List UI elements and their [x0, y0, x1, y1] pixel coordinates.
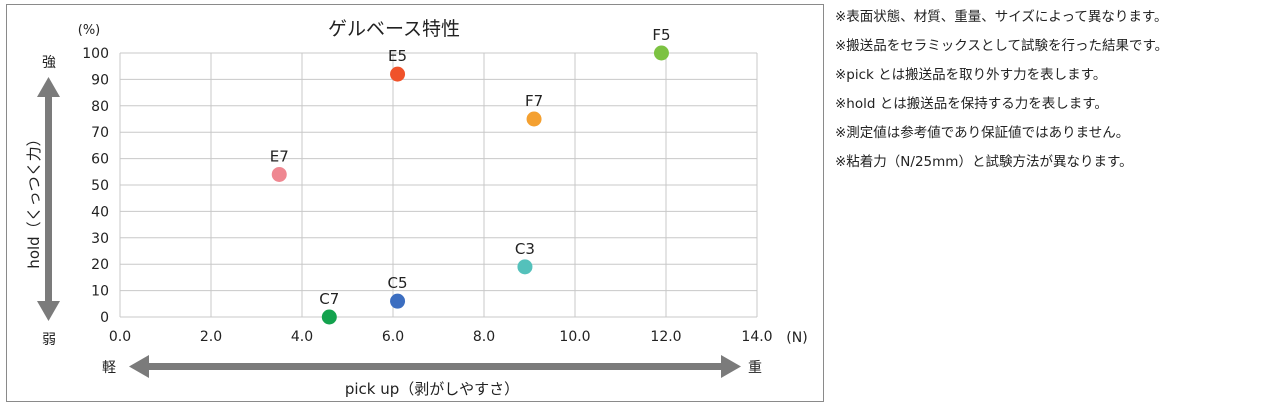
note-item: ※pick とは搬送品を取り外す力を表します。: [835, 67, 1107, 83]
y-axis-label: hold（くっつく力）: [25, 131, 43, 268]
y-unit-label: (%): [78, 23, 101, 38]
y-tick-label: 60: [91, 152, 109, 168]
note-item: ※hold とは搬送品を保持する力を表します。: [835, 96, 1108, 112]
scatter-chart: 0 10 20 30 40 50 60 70 80 90 100 0.0 2.0 4.0 6.0 8.0 10.…: [25, 18, 808, 398]
x-unit-label: (N): [786, 330, 807, 346]
data-point-c7: [321, 309, 337, 325]
data-label-c7: C7: [319, 290, 339, 308]
data-point-f5: [653, 45, 669, 61]
data-point-f7: [526, 111, 542, 127]
data-label-c5: C5: [388, 274, 408, 292]
x-tick-label: 8.0: [473, 329, 495, 345]
note-item: ※表面状態、材質、重量、サイズによって異なります。: [835, 9, 1168, 25]
y-arrow-bottom-label: 弱: [42, 332, 56, 348]
tick-labels: 0 10 20 30 40 50 60 70 80 90 100 0.0 2.0 4.0 6.0 8.0 10.…: [82, 46, 772, 345]
y-tick-label: 100: [82, 46, 109, 62]
y-tick-label: 0: [100, 310, 109, 326]
data-label-f5: F5: [652, 26, 670, 44]
x-tick-label: 10.0: [559, 329, 590, 345]
x-arrow-left-label: 軽: [102, 360, 116, 376]
data-label-f7: F7: [525, 92, 543, 110]
y-tick-label: 50: [91, 178, 109, 194]
data-point-e5: [390, 66, 406, 82]
data-points: F5 E5 F7 E7 C3 C5 C7: [270, 26, 671, 325]
y-double-arrow: [37, 77, 60, 321]
y-tick-label: 90: [91, 72, 109, 88]
x-tick-label: 4.0: [291, 329, 313, 345]
data-label-e7: E7: [270, 147, 289, 165]
x-tick-label: 12.0: [650, 329, 681, 345]
x-axis-label: pick up（剥がしやすさ）: [345, 380, 519, 398]
chart-frame: 0 10 20 30 40 50 60 70 80 90 100 0.0 2.0 4.0 6.0 8.0 10.…: [6, 4, 824, 402]
notes-list: ※表面状態、材質、重量、サイズによって異なります。 ※搬送品をセラミックスとして試…: [835, 8, 1271, 182]
y-tick-label: 80: [91, 99, 109, 115]
data-point-c5: [390, 293, 406, 309]
data-label-e5: E5: [388, 47, 407, 65]
x-tick-label: 2.0: [200, 329, 222, 345]
data-point-c3: [517, 259, 533, 275]
x-arrow-right-label: 重: [748, 360, 762, 376]
x-double-arrow: [129, 355, 741, 378]
chart-title: ゲルベース特性: [328, 18, 460, 40]
y-tick-label: 10: [91, 284, 109, 300]
y-arrow-top-label: 強: [42, 55, 56, 71]
x-tick-label: 6.0: [382, 329, 404, 345]
y-tick-label: 70: [91, 125, 109, 141]
x-tick-label: 0.0: [109, 329, 131, 345]
note-item: ※搬送品をセラミックスとして試験を行った結果です。: [835, 38, 1169, 54]
x-tick-label: 14.0: [741, 329, 772, 345]
y-tick-label: 40: [91, 204, 109, 220]
note-item: ※粘着力（N/25mm）と試験方法が異なります。: [835, 154, 1133, 170]
y-tick-label: 20: [91, 257, 109, 273]
note-item: ※測定値は参考値であり保証値ではありません。: [835, 125, 1130, 141]
y-tick-label: 30: [91, 231, 109, 247]
data-point-e7: [271, 166, 287, 182]
data-label-c3: C3: [515, 240, 535, 258]
grid: [119, 52, 758, 318]
